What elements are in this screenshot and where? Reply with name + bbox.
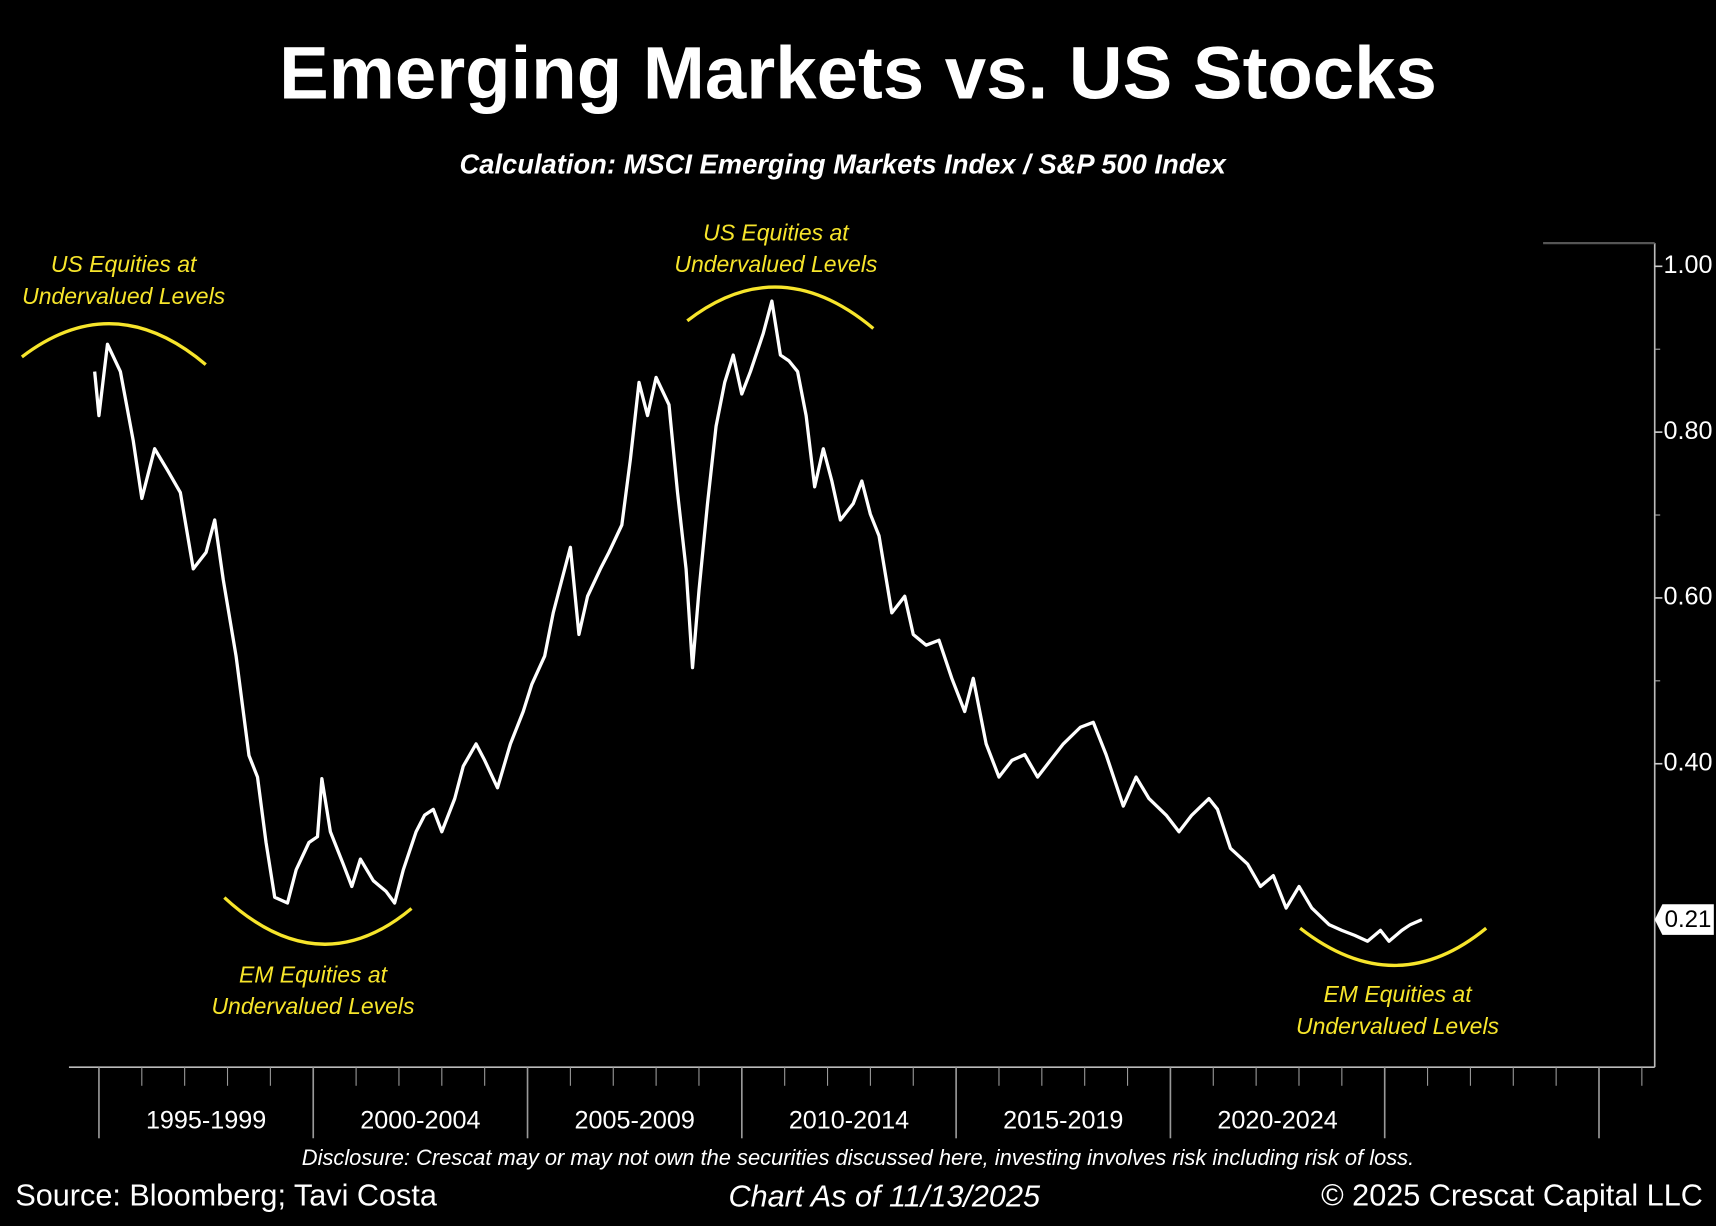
chart-title: Emerging Markets vs. US Stocks [279, 32, 1437, 115]
x-tick-label: 2015-2019 [1003, 1107, 1123, 1135]
annotation: US Equities at [703, 219, 850, 245]
x-tick-label: 2010-2014 [789, 1107, 909, 1135]
y-tick-label: 1.00 [1663, 251, 1712, 279]
value-label: 0.21 [1665, 906, 1712, 933]
x-tick-label: 2020-2024 [1217, 1107, 1337, 1135]
x-tick-label: 2000-2004 [360, 1107, 480, 1135]
source: Source: Bloomberg; Tavi Costa [15, 1178, 438, 1212]
copyright: © 2025 Crescat Capital LLC [1321, 1178, 1703, 1212]
footnote: Disclosure: Crescat may or may not own t… [302, 1145, 1414, 1170]
chart-subtitle: Calculation: MSCI Emerging Markets Index… [460, 149, 1228, 180]
annotation-arc [20, 322, 207, 366]
annotation: Undervalued Levels [674, 251, 878, 277]
x-tick-label: 2005-2009 [575, 1107, 695, 1135]
annotation: Undervalued Levels [22, 283, 226, 309]
y-tick-label: 0.80 [1663, 417, 1712, 445]
value-label-box [1654, 904, 1714, 935]
annotation-arc [1299, 926, 1488, 967]
annotation: EM Equities at [239, 961, 389, 987]
annotation: EM Equities at [1323, 981, 1473, 1007]
y-tick-label: 0.60 [1663, 583, 1712, 611]
annotation: Undervalued Levels [1296, 1013, 1500, 1039]
annotation-arc [686, 285, 875, 330]
annotation: US Equities at [51, 251, 198, 277]
annotation: Undervalued Levels [211, 993, 415, 1019]
x-tick-label: 1995-1999 [146, 1107, 266, 1135]
annotation-arc [223, 896, 413, 946]
y-tick-label: 0.40 [1663, 748, 1712, 776]
date-note: Chart As of 11/13/2025 [728, 1180, 1041, 1214]
data-line [93, 299, 1423, 943]
